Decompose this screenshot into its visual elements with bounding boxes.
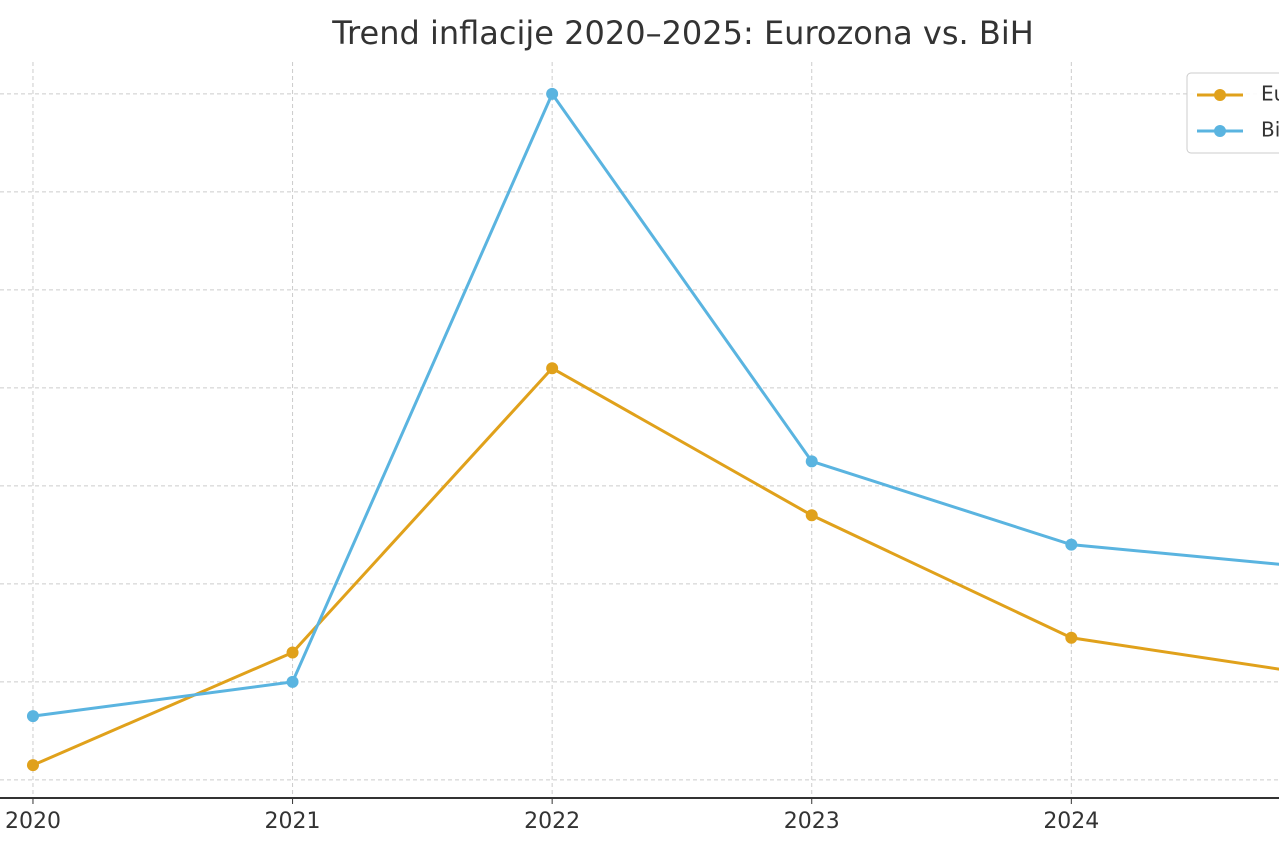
legend-box [1186, 72, 1279, 154]
point [1065, 538, 1078, 551]
point [805, 455, 818, 468]
x-tick-label: 2020 [5, 809, 61, 834]
point [546, 87, 559, 100]
series-line [32, 90, 1279, 718]
series-line [32, 366, 1279, 767]
legend-marker [1214, 125, 1226, 137]
x-tick-label: 2024 [1043, 809, 1099, 834]
x-tick-label: 2022 [524, 809, 580, 834]
point [805, 509, 818, 522]
legend-label: Eurozona [1261, 82, 1279, 106]
x-tick-label: 2021 [265, 809, 321, 834]
point [26, 710, 39, 723]
point [1065, 631, 1078, 644]
legend-label: BiH [1261, 118, 1279, 142]
point [286, 646, 299, 659]
point [286, 675, 299, 688]
point [546, 362, 559, 375]
point [26, 759, 39, 772]
x-tick-label: 2023 [784, 809, 840, 834]
legend-marker [1214, 89, 1226, 101]
chart-title: Trend inflacije 2020–2025: Eurozona vs. … [331, 14, 1034, 52]
